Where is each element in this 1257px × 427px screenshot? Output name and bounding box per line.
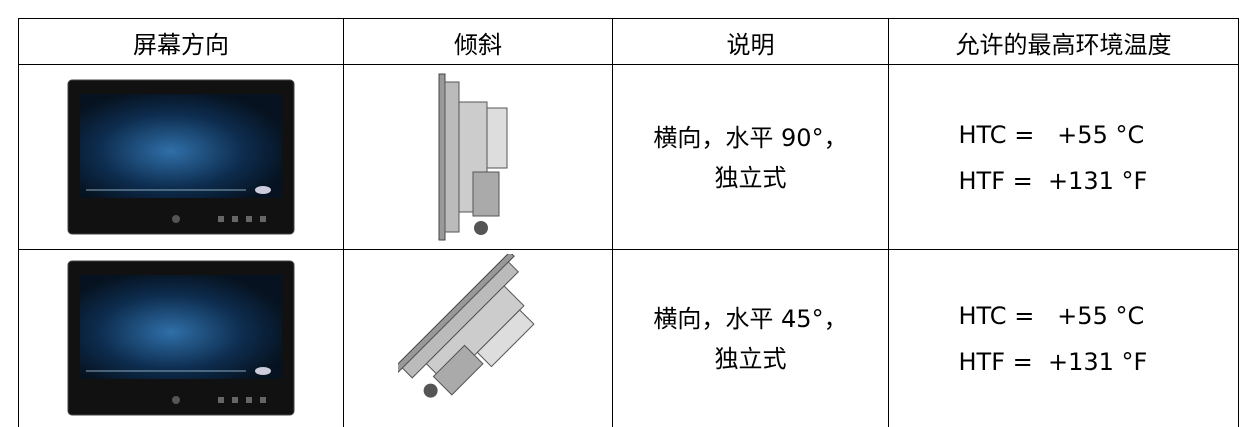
panel-front-image bbox=[67, 260, 295, 415]
image-cell bbox=[343, 249, 612, 427]
header-text: 屏幕方向 bbox=[133, 30, 229, 59]
description-line: 横向，水平 45°， bbox=[653, 304, 848, 333]
temperature-line: HTC = +55 °C bbox=[958, 301, 1145, 330]
image-cell bbox=[343, 64, 612, 250]
header-cell: 说明 bbox=[612, 18, 888, 65]
image-cell bbox=[18, 249, 343, 427]
panel-tilted-image bbox=[398, 253, 535, 398]
header-cell: 屏幕方向 bbox=[18, 18, 343, 65]
header-text: 说明 bbox=[726, 30, 775, 59]
description-line: 独立式 bbox=[714, 344, 787, 373]
description-line: 横向，水平 90°， bbox=[653, 123, 848, 152]
header-cell: 允许的最高环境温度 bbox=[888, 18, 1239, 65]
description-cell: 横向，水平 45°， 独立式 bbox=[612, 249, 888, 427]
description-line: 独立式 bbox=[714, 163, 787, 192]
panel-side-image bbox=[438, 73, 508, 240]
temperature-cell: HTC = +55 °C HTF = +131 °F bbox=[888, 249, 1239, 427]
temperature-line: HTF = +131 °F bbox=[958, 347, 1148, 376]
temperature-line: HTC = +55 °C bbox=[958, 120, 1145, 149]
temperature-line: HTF = +131 °F bbox=[958, 166, 1148, 195]
header-cell: 倾斜 bbox=[343, 18, 612, 65]
image-cell bbox=[18, 64, 343, 250]
temperature-cell: HTC = +55 °C HTF = +131 °F bbox=[888, 64, 1239, 250]
description-cell: 横向，水平 90°， 独立式 bbox=[612, 64, 888, 250]
header-text: 允许的最高环境温度 bbox=[955, 30, 1172, 59]
header-text: 倾斜 bbox=[454, 30, 502, 59]
panel-front-image bbox=[67, 79, 295, 234]
